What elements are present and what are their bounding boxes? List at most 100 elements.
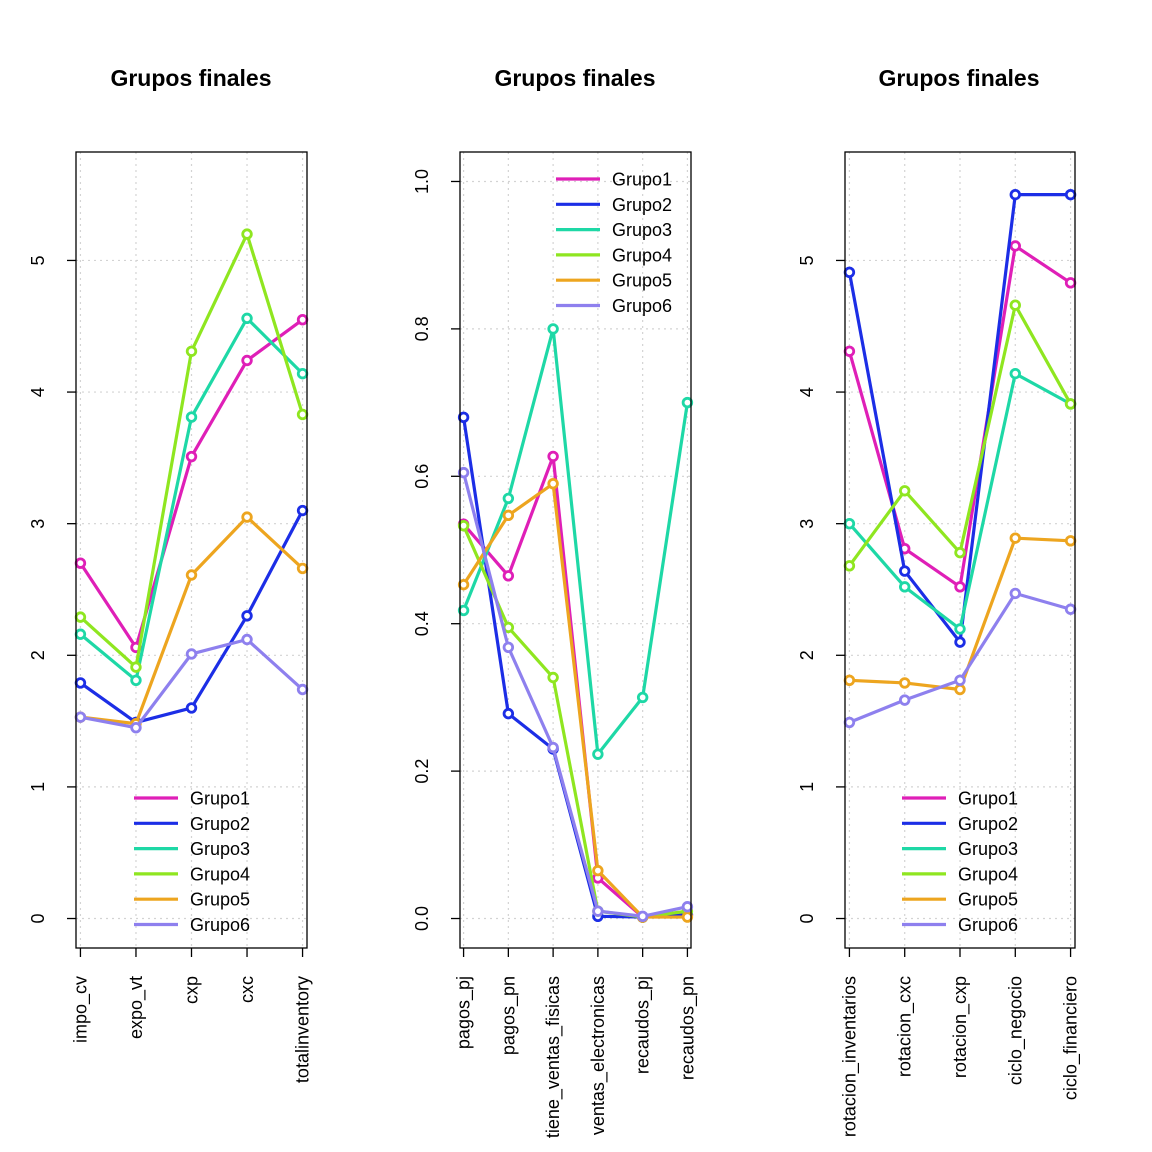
data-point-grupo4: [457, 519, 470, 532]
data-point-grupo2: [296, 504, 309, 517]
data-point-grupo6: [547, 741, 559, 754]
data-point-grupo1: [547, 450, 559, 463]
chart-title: Grupos finales: [110, 65, 271, 91]
chart-panel-1: Grupos finales 0 1 2 3 4 5 impo_cv expo_vt cxp cxc…: [28, 65, 313, 1083]
data-point-grupo2: [1009, 188, 1021, 201]
legend-label: Grupo6: [190, 915, 250, 935]
data-point-grupo4: [843, 560, 856, 572]
x-tick-label: tiene_ventas_fisicas: [543, 976, 564, 1138]
data-point-grupo3: [296, 367, 309, 380]
legend-label: Grupo4: [190, 864, 250, 884]
x-tick-label: recaudos_pj: [633, 976, 654, 1074]
legend: Grupo1 Grupo2 Grupo3 Grupo4 Grupo5 Grupo6: [556, 170, 672, 316]
y-tick-label: 2: [28, 650, 48, 660]
legend-label: Grupo6: [612, 296, 672, 316]
x-tick-label: recaudos_pn: [677, 976, 698, 1080]
data-point-grupo4: [1064, 398, 1077, 410]
data-point-grupo3: [899, 581, 911, 593]
data-point-grupo6: [636, 910, 649, 923]
x-tick-label: ventas_electronicas: [588, 976, 609, 1135]
plot-frame: [75, 151, 308, 949]
y-tick-label: 0.2: [412, 759, 432, 784]
data-point-grupo5: [899, 677, 911, 689]
data-point-grupo6: [681, 901, 694, 913]
data-point-grupo4: [185, 345, 198, 357]
y-tick-label: 1.0: [412, 169, 432, 194]
data-point-grupo4: [296, 408, 309, 421]
data-point-grupo6: [74, 711, 87, 723]
data-point-grupo1: [185, 450, 198, 463]
data-point-grupo6: [1064, 603, 1077, 615]
y-tick-label: 0: [28, 914, 48, 924]
y-tick-label: 1: [28, 782, 48, 792]
x-tick-label: cxc: [237, 976, 257, 1003]
legend-label: Grupo5: [190, 890, 250, 910]
legend-label: Grupo3: [612, 220, 672, 240]
legend-label: Grupo3: [190, 839, 250, 859]
x-tick-label: pagos_pj: [454, 976, 475, 1049]
data-point-grupo3: [636, 691, 649, 704]
data-point-grupo4: [899, 485, 911, 497]
data-point-grupo3: [241, 312, 253, 325]
x-tick-label: rotacion_cxp: [950, 976, 971, 1078]
y-tick-label: 0.6: [412, 464, 432, 489]
data-point-grupo3: [74, 628, 87, 640]
legend-label: Grupo1: [612, 170, 672, 190]
x-tick-label: expo_vt: [126, 976, 147, 1039]
data-point-grupo3: [954, 623, 966, 635]
legend-label: Grupo2: [612, 195, 672, 215]
data-point-grupo5: [843, 674, 856, 686]
y-tick-label: 3: [28, 519, 48, 529]
data-point-grupo6: [502, 641, 515, 653]
data-point-grupo5: [954, 683, 966, 696]
data-point-grupo6: [457, 466, 470, 479]
legend: Grupo1 Grupo2 Grupo3 Grupo4 Grupo5 Grupo6: [902, 789, 1018, 935]
chart-title: Grupos finales: [878, 65, 1039, 91]
legend: Grupo1 Grupo2 Grupo3 Grupo4 Grupo5 Grupo6: [134, 789, 250, 935]
data-point-grupo5: [241, 511, 253, 523]
data-point-grupo4: [74, 611, 87, 623]
legend-label: Grupo1: [190, 789, 250, 809]
data-point-grupo6: [592, 905, 604, 917]
data-point-grupo3: [547, 323, 559, 335]
x-tick-label: ciclo_financiero: [1061, 976, 1082, 1100]
data-point-grupo1: [1009, 240, 1021, 252]
legend-label: Grupo5: [612, 271, 672, 291]
chart-panel-3: Grupos finales 0 1 2 3 4 5 rotacion_inventarios…: [797, 65, 1082, 1137]
data-point-grupo6: [1009, 587, 1021, 600]
legend-label: Grupo2: [958, 814, 1018, 834]
x-tick-label: totalinventory: [293, 976, 313, 1083]
y-tick-label: 4: [797, 387, 817, 397]
chart-panel-2: Grupos finales 0.0 0.2 0.4 0.6 0.8 1.0 pagos_pj…: [412, 65, 698, 1138]
y-tick-label: 0.8: [412, 316, 432, 341]
y-tick-label: 5: [797, 255, 817, 265]
data-point-grupo5: [592, 864, 604, 877]
data-point-grupo3: [1009, 367, 1021, 380]
y-tick-label: 5: [28, 255, 48, 265]
x-tick-label: impo_cv: [70, 976, 91, 1043]
data-point-grupo6: [954, 674, 966, 686]
x-tick-label: ciclo_negocio: [1005, 976, 1026, 1085]
data-point-grupo3: [843, 517, 856, 530]
data-point-grupo4: [241, 228, 253, 240]
data-point-grupo6: [296, 683, 309, 696]
legend-label: Grupo2: [190, 814, 250, 834]
data-point-grupo1: [74, 557, 87, 569]
y-tick-label: 0.0: [412, 906, 432, 931]
data-point-grupo3: [457, 604, 470, 617]
data-point-grupo5: [502, 509, 515, 522]
plot-frame: [844, 151, 1076, 949]
data-point-grupo5: [547, 477, 559, 490]
y-tick-label: 0.4: [412, 611, 432, 636]
data-point-grupo5: [1009, 532, 1021, 544]
legend-label: Grupo4: [612, 245, 672, 265]
data-point-grupo5: [457, 578, 470, 591]
data-point-grupo3: [185, 411, 198, 423]
data-point-grupo2: [185, 702, 198, 714]
x-tick-label: pagos_pn: [498, 976, 519, 1055]
legend-label: Grupo3: [958, 839, 1018, 859]
data-point-grupo3: [681, 396, 694, 409]
data-point-grupo1: [241, 354, 253, 367]
data-point-grupo6: [185, 648, 198, 660]
